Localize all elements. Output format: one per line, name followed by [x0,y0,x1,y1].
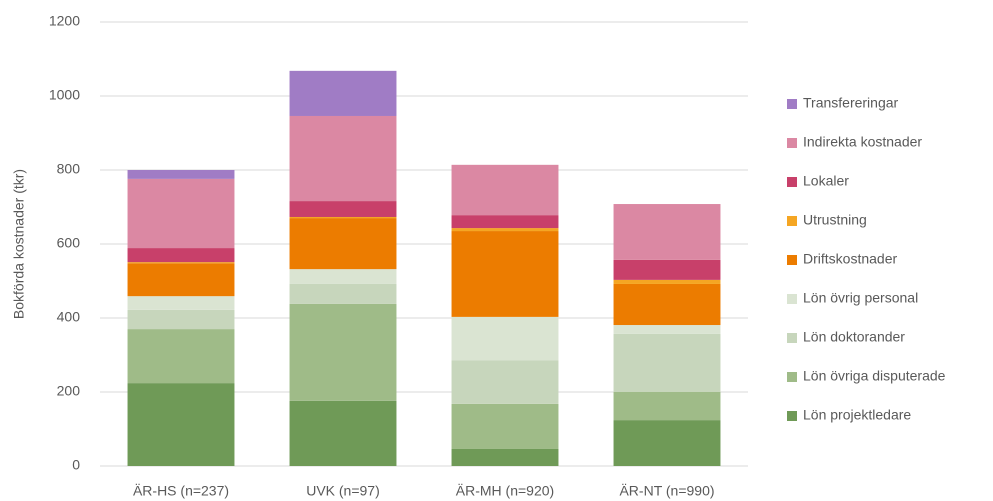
bar-segment [613,259,721,280]
bar-segment [613,420,721,466]
bar-segment [127,178,235,249]
y-tick-label: 1200 [49,13,80,29]
legend-swatch [787,294,797,304]
bar-segment [127,296,235,310]
y-tick-label: 200 [57,383,81,399]
legend-swatch [787,138,797,148]
legend-swatch [787,177,797,187]
legend-swatch [787,372,797,382]
bar-segment [451,403,559,449]
bar-segment [613,279,721,284]
bar-segment [613,204,721,260]
legend-swatch [787,99,797,109]
bar-segment [127,263,235,297]
legend-label: Utrustning [803,212,867,228]
legend-label: Lön övrig personal [803,290,918,306]
bar-segment [289,216,397,219]
legend-label: Lön övriga disputerade [803,368,946,384]
x-tick-label: ÄR-HS (n=237) [133,483,229,499]
bar-segment [613,333,721,392]
bar-segment [127,248,235,263]
legend-swatch [787,255,797,265]
legend-label: Lokaler [803,173,849,189]
bar-segment [289,269,397,284]
bar-segment [289,70,397,116]
legend-label: Lön doktorander [803,329,905,345]
bar-segment [613,283,721,326]
bar-segment [451,164,559,216]
legend-label: Indirekta kostnader [803,134,922,150]
bar-segment [289,303,397,401]
bar-segment [451,231,559,317]
bar-segment [451,360,559,404]
legend-swatch [787,411,797,421]
legend-swatch [787,333,797,343]
bar-segment [127,329,235,384]
y-axis-label: Bokförda kostnader (tkr) [11,169,27,319]
bar-segment [451,316,559,361]
y-tick-label: 0 [72,457,80,473]
bar-segment [289,115,397,202]
legend-label: Transfereringar [803,95,899,111]
legend-label: Driftskostnader [803,251,897,267]
y-tick-label: 600 [57,235,81,251]
bar-segment [289,218,397,270]
y-tick-label: 1000 [49,87,80,103]
x-tick-label: ÄR-MH (n=920) [456,483,554,499]
x-tick-label: ÄR-NT (n=990) [619,483,714,499]
bar-segment [613,325,721,334]
x-tick-label: UVK (n=97) [306,483,380,499]
bar-segment [613,392,721,421]
legend-swatch [787,216,797,226]
bar-segment [289,283,397,304]
y-tick-label: 400 [57,309,81,325]
bar-segment [127,383,235,466]
bar-segment [127,309,235,330]
bar-segment [451,228,559,232]
y-tick-label: 800 [57,161,81,177]
bar-segment [451,448,559,466]
bar-segment [451,215,559,229]
bar-segment [127,262,235,264]
bar-segment [127,170,235,179]
legend-label: Lön projektledare [803,407,911,423]
bar-segment [289,201,397,217]
bar-segment [289,400,397,466]
